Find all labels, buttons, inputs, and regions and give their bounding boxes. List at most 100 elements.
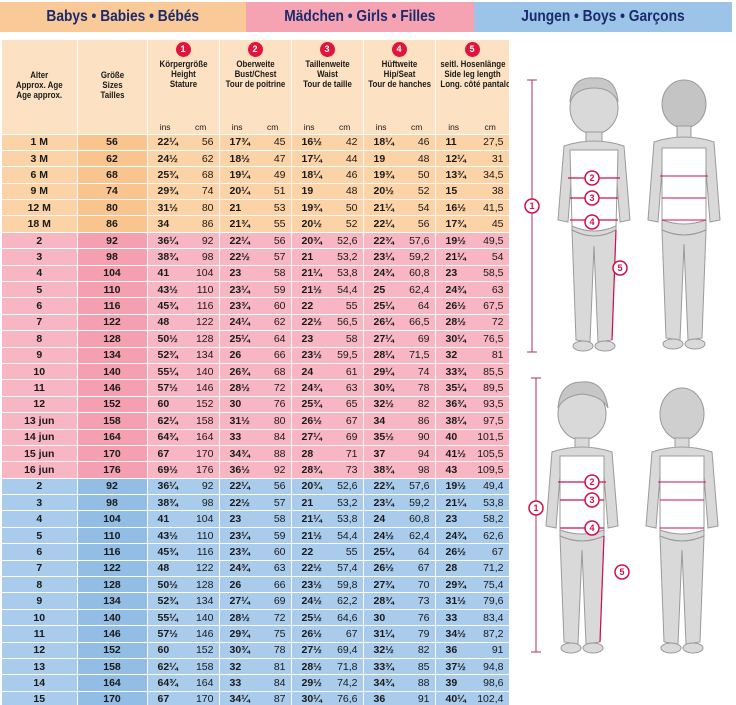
hip-ins: 22¾ bbox=[373, 234, 394, 247]
height-cell: 29¾ 74 bbox=[147, 182, 220, 200]
chest-cm: 55 bbox=[273, 218, 286, 231]
chest-cell: 18½ 47 bbox=[219, 149, 292, 167]
height-cell: 67 170 bbox=[147, 690, 220, 705]
side-leg-ins: 28½ bbox=[445, 316, 466, 329]
hip-ins: 33¾ bbox=[373, 660, 394, 673]
height-ins: 64¾ bbox=[157, 431, 178, 444]
column-title-line: Hüftweite bbox=[381, 59, 417, 69]
height-cell: 34 86 bbox=[147, 215, 220, 233]
side-leg-ins: 16½ bbox=[445, 201, 466, 214]
height-cell: 41 104 bbox=[147, 264, 220, 282]
hip-ins: 34 bbox=[373, 414, 386, 427]
hip-ins: 32½ bbox=[373, 644, 394, 657]
unit-labels: ins cm bbox=[363, 120, 436, 134]
chest-ins: 23¼ bbox=[229, 529, 250, 542]
chest-cm: 78 bbox=[273, 644, 286, 657]
side-leg-cm: 31 bbox=[491, 152, 504, 165]
side-leg-cell: 40 101,5 bbox=[435, 428, 510, 446]
boy-size-row: 3 98 38¾ 98 22½ 57 21 53,2 23¼ 59,2 21¼ 53,8 bbox=[2, 494, 510, 511]
girl-size-row: 7 122 48 122 24¼ 62 22½ 56,5 26¼ 66,5 28½ 72 bbox=[2, 313, 510, 331]
height-ins: 64¾ bbox=[157, 677, 178, 690]
column-header-5: 3 Taillenweite Waist Tour de taille bbox=[291, 40, 364, 120]
age-cell: 12 bbox=[2, 395, 78, 413]
chest-cell: 30¾ 78 bbox=[219, 641, 292, 659]
boy-size-row: 14 164 64¾ 164 33 84 29½ 74,2 34¾ 88 39 98,6 bbox=[2, 674, 510, 692]
waist-ins: 28 bbox=[301, 447, 314, 460]
marker-5-label: 5 bbox=[617, 263, 622, 273]
hip-cm: 86 bbox=[417, 414, 430, 427]
height-cell: 41 104 bbox=[147, 510, 220, 528]
waist-cell: 30¼ 76,6 bbox=[291, 690, 364, 705]
height-cell: 62¼ 158 bbox=[147, 657, 220, 675]
height-ins: 25¾ bbox=[157, 168, 178, 181]
size-cell: 122 bbox=[77, 559, 148, 577]
side-leg-cm: 58,5 bbox=[483, 267, 504, 280]
height-ins: 31½ bbox=[157, 201, 178, 214]
hip-cm: 56 bbox=[417, 218, 430, 231]
side-leg-cell: 21¼ 54 bbox=[435, 248, 510, 266]
unit-spacer bbox=[77, 120, 148, 134]
side-leg-cell: 40¼ 102,4 bbox=[435, 690, 510, 705]
waist-ins: 28½ bbox=[301, 660, 322, 673]
waist-cm: 52,6 bbox=[337, 480, 358, 493]
hip-cm: 60,8 bbox=[409, 267, 430, 280]
girl-size-row: 16 jun 176 69½ 176 36½ 92 28¾ 73 38¾ 98 43 109,5 bbox=[2, 461, 510, 479]
height-cm: 110 bbox=[196, 283, 214, 296]
chest-cell: 33 84 bbox=[219, 674, 292, 692]
height-ins: 48 bbox=[157, 562, 170, 575]
boy-marker-5-label: 5 bbox=[619, 567, 624, 577]
side-leg-cell: 35¼ 89,5 bbox=[435, 379, 510, 397]
waist-ins: 21¼ bbox=[301, 267, 322, 280]
waist-cell: 21½ 54,4 bbox=[291, 281, 364, 298]
waist-cell: 26½ 67 bbox=[291, 412, 364, 430]
girl-size-row: 4 104 41 104 23 58 21¼ 53,8 24¾ 60,8 23 58,5 bbox=[2, 264, 510, 282]
size-cell: 110 bbox=[77, 281, 148, 298]
waist-cm: 58 bbox=[345, 332, 358, 345]
unit-labels: ins cm bbox=[219, 120, 292, 134]
chest-cell: 24¼ 62 bbox=[219, 313, 292, 331]
waist-cell: 20¾ 52,6 bbox=[291, 477, 364, 495]
height-cm: 122 bbox=[195, 562, 214, 575]
height-cm: 134 bbox=[195, 349, 214, 362]
chest-cm: 64 bbox=[273, 332, 286, 345]
age-cell: 18 M bbox=[2, 215, 78, 233]
height-cm: 152 bbox=[195, 644, 214, 657]
waist-cell: 22½ 56,5 bbox=[291, 313, 364, 331]
hip-cell: 32½ 82 bbox=[363, 641, 436, 659]
chest-ins: 22¼ bbox=[229, 234, 250, 247]
column-header-3: 1 Körpergröße Height Stature bbox=[147, 40, 220, 120]
chest-cell: 31½ 80 bbox=[219, 412, 292, 430]
chest-cell: 28½ 72 bbox=[219, 379, 292, 397]
baby-size-row: 6 M 68 25¾ 68 19¼ 49 18¼ 46 19¾ 50 13¾ 34,5 bbox=[2, 166, 510, 184]
chest-cell: 23¾ 60 bbox=[219, 543, 292, 561]
height-cell: 55¼ 140 bbox=[147, 362, 220, 380]
unit-ins: ins bbox=[231, 121, 243, 132]
chest-cell: 26 66 bbox=[219, 346, 292, 364]
height-cm: 140 bbox=[195, 611, 214, 624]
chest-ins: 26¾ bbox=[229, 365, 250, 378]
side-leg-cell: 19½ 49,4 bbox=[435, 477, 510, 495]
waist-ins: 20½ bbox=[301, 218, 322, 231]
hip-cell: 28¾ 73 bbox=[363, 592, 436, 610]
chest-ins: 22¼ bbox=[229, 480, 250, 493]
boy-front-figure bbox=[545, 381, 619, 654]
age-cell: 9 bbox=[2, 346, 78, 364]
chest-cell: 22¼ 56 bbox=[219, 477, 292, 495]
chest-cm: 92 bbox=[273, 464, 286, 476]
boy-size-row: 9 134 52¾ 134 27¼ 69 24½ 62,2 28¾ 73 31½ 79,6 bbox=[2, 592, 510, 610]
waist-cell: 20¾ 52,6 bbox=[291, 231, 364, 249]
hip-cm: 57,6 bbox=[409, 234, 430, 247]
unit-labels: ins cm bbox=[435, 120, 510, 134]
waist-cell: 19 48 bbox=[291, 182, 364, 200]
side-leg-cm: 62,6 bbox=[483, 529, 504, 542]
chest-ins: 34¼ bbox=[229, 693, 250, 705]
size-cell: 164 bbox=[77, 428, 148, 446]
hip-cell: 38¾ 98 bbox=[363, 461, 436, 479]
height-cell: 22¼ 56 bbox=[147, 133, 220, 151]
marker-2-label: 2 bbox=[589, 173, 594, 183]
waist-cell: 21 53,2 bbox=[291, 494, 364, 511]
height-ins: 55¼ bbox=[157, 611, 178, 624]
boy-marker-1-label: 1 bbox=[533, 503, 538, 513]
unit-cm: cm bbox=[266, 121, 279, 132]
waist-ins: 17¼ bbox=[301, 152, 322, 165]
